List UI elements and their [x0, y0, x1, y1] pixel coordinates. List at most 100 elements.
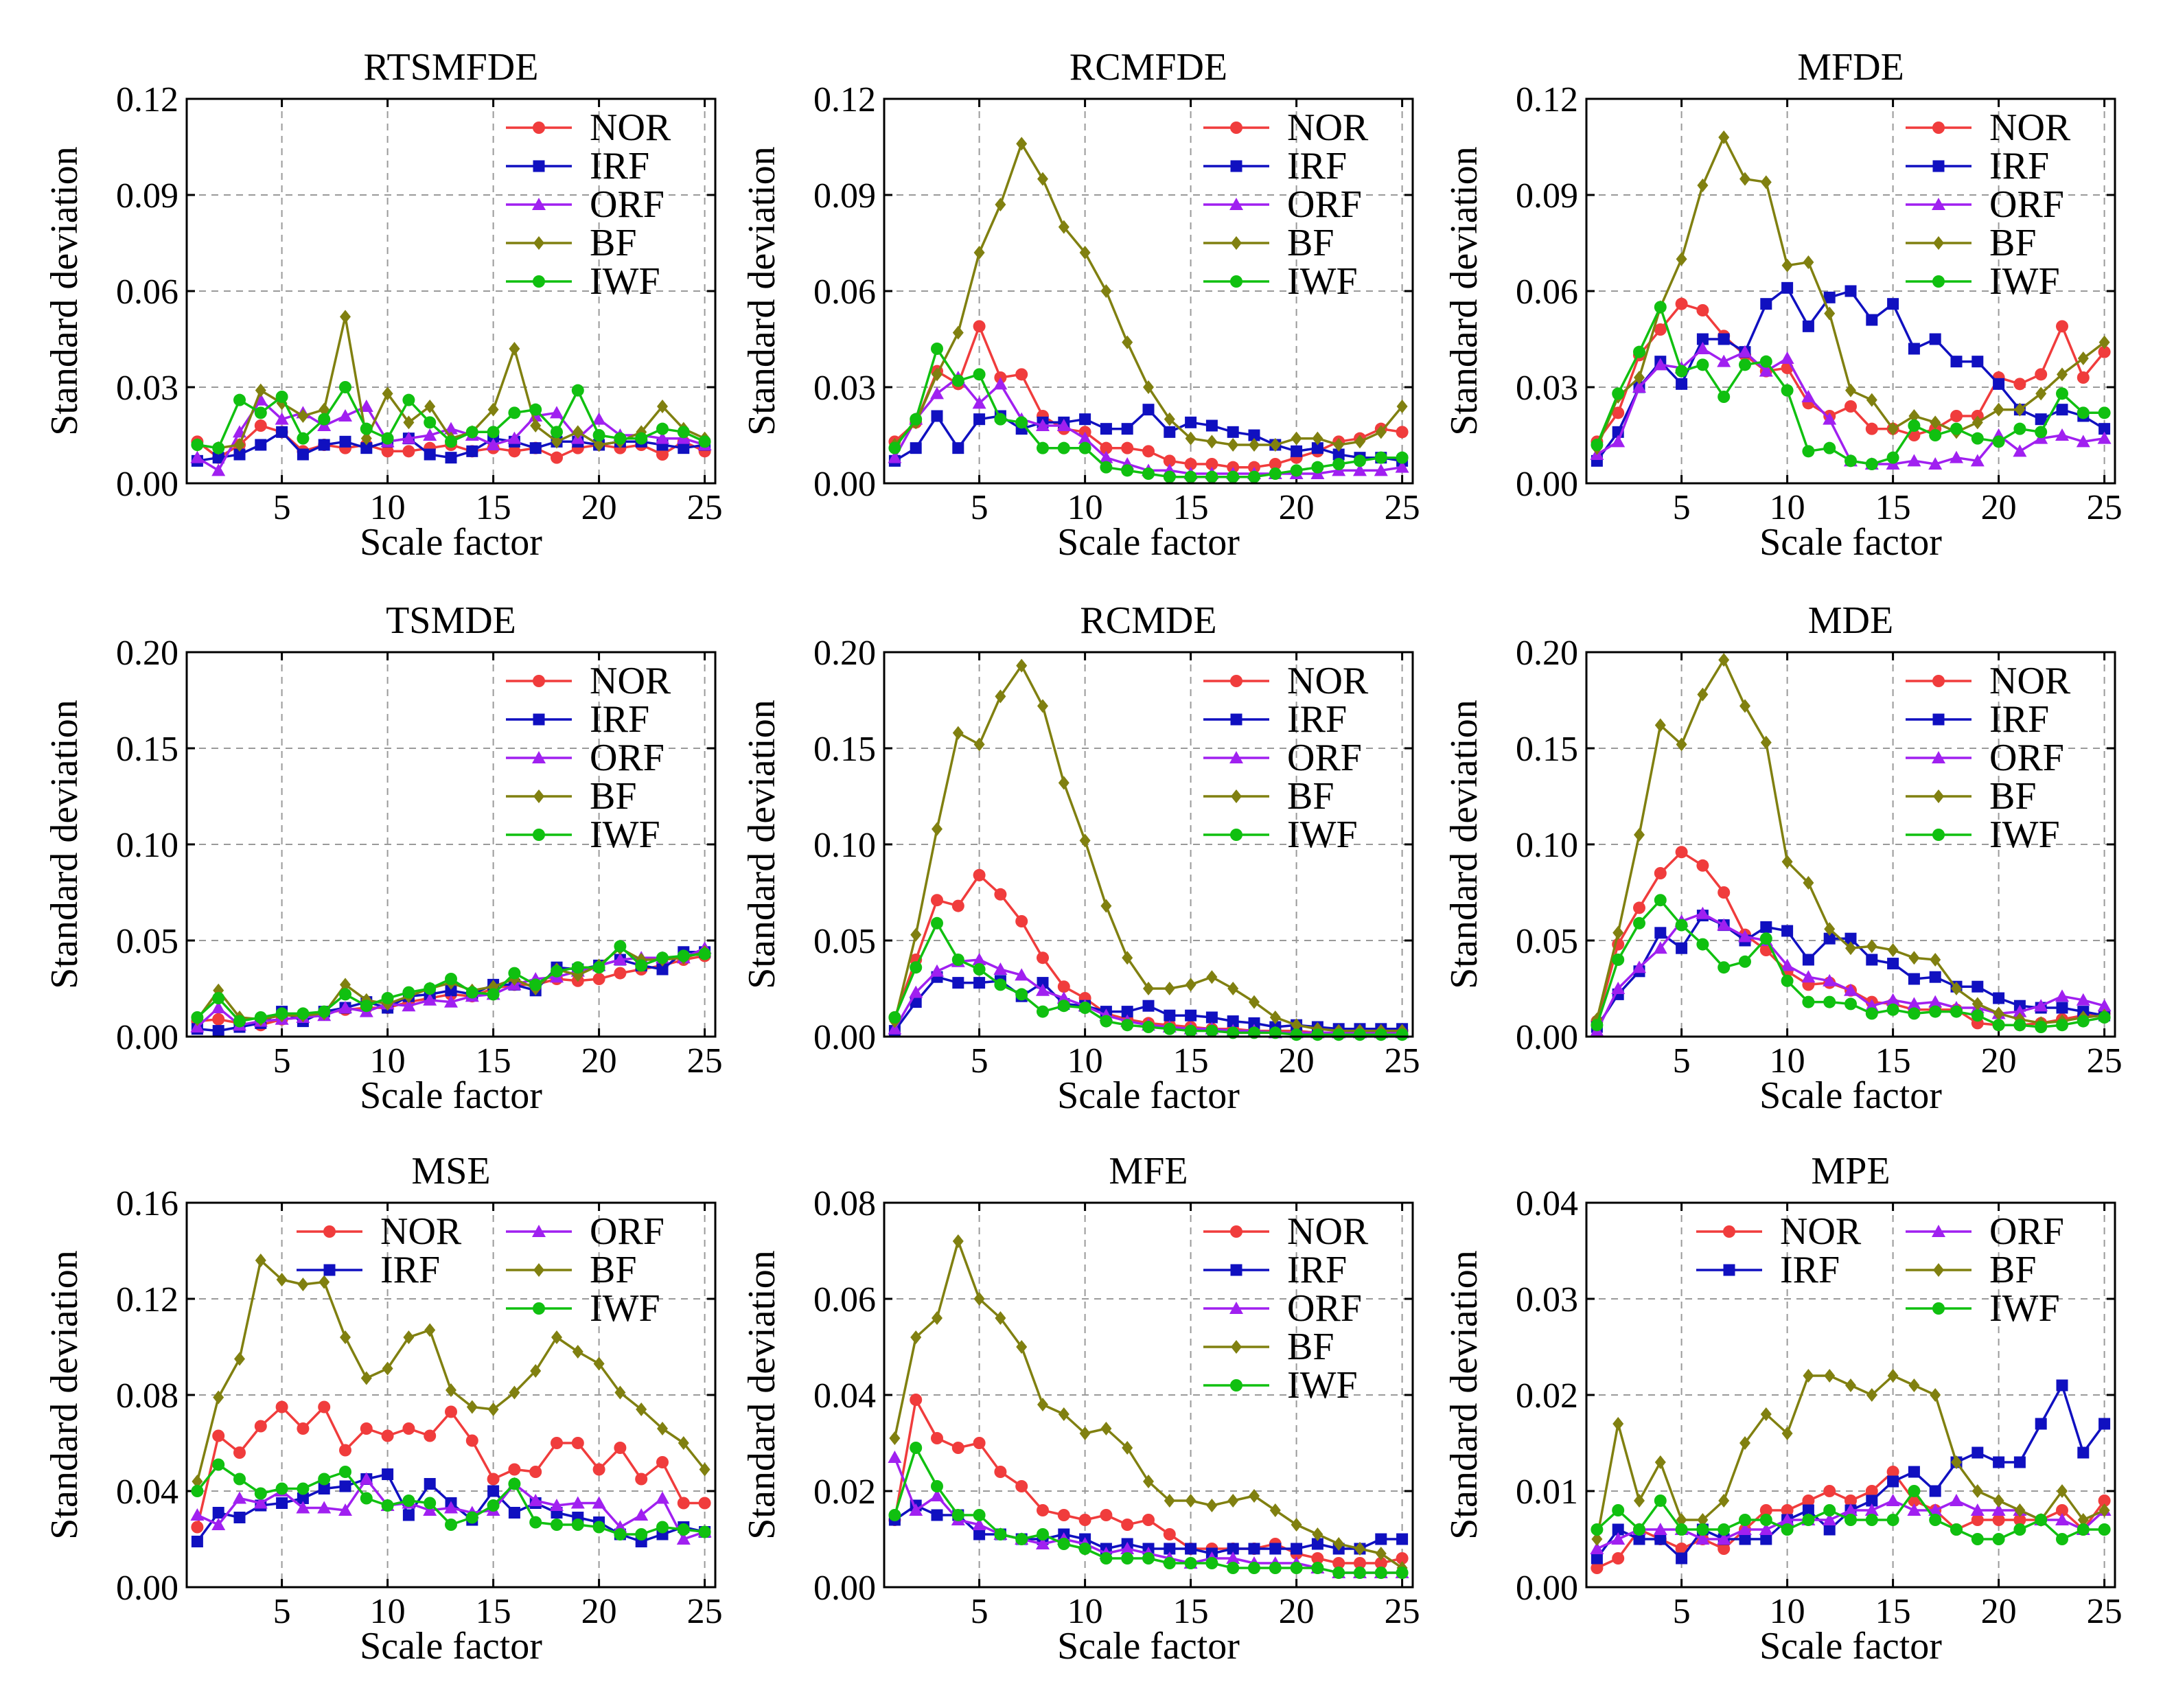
data-point-iwf — [951, 374, 964, 387]
subplot-mde: MDE 5 10 15 20 25 0.00 0.05 0.10 0.15 0.20 Scale fa… — [1443, 599, 2123, 1117]
data-point-irf — [1718, 333, 1730, 345]
data-point-iwf — [508, 967, 521, 980]
data-point-nor — [1142, 445, 1155, 458]
subplot-mpe: MPE 5 10 15 20 25 0.00 0.01 0.02 0.03 0.04 Scale fa… — [1443, 1150, 2123, 1667]
data-point-orf — [1353, 463, 1367, 476]
data-point-iwf — [1718, 1523, 1731, 1536]
x-tick-label: 25 — [2087, 1041, 2123, 1081]
data-point-bf — [1887, 422, 1899, 436]
data-point-iwf — [1311, 1028, 1324, 1041]
data-point-irf — [1993, 992, 2005, 1004]
data-point-iwf — [275, 1482, 288, 1495]
x-tick-label: 20 — [1981, 1041, 2017, 1081]
data-point-orf — [1823, 1513, 1837, 1525]
data-point-iwf — [1332, 1567, 1345, 1579]
data-point-iwf — [1332, 458, 1345, 470]
data-point-iwf — [592, 1521, 605, 1534]
data-point-bf — [973, 737, 985, 752]
data-point-iwf — [1992, 435, 2005, 448]
data-point-nor — [402, 1422, 415, 1435]
data-point-iwf — [1269, 468, 1282, 480]
data-point-orf — [1780, 1513, 1794, 1525]
data-point-bf — [1654, 718, 1666, 732]
data-point-irf — [1205, 1011, 1218, 1024]
data-point-irf — [445, 984, 457, 997]
data-point-bf — [1291, 431, 1302, 446]
legend-marker-bf — [1231, 789, 1242, 803]
data-point-iwf — [656, 1521, 669, 1534]
data-point-nor — [1374, 1557, 1387, 1569]
data-point-orf — [190, 1020, 205, 1032]
data-point-orf — [211, 463, 226, 476]
data-point-bf — [1971, 415, 1983, 430]
x-tick-label: 20 — [1981, 488, 2017, 527]
data-point-bf — [952, 1234, 964, 1248]
data-point-iwf — [2035, 1514, 2048, 1526]
data-point-iwf — [698, 435, 711, 448]
y-tick-label: 0.02 — [813, 1473, 876, 1512]
data-point-bf — [910, 1330, 922, 1344]
data-point-bf — [2098, 1503, 2110, 1517]
data-point-orf — [1970, 1503, 1985, 1516]
data-point-iwf — [1675, 919, 1688, 932]
legend-marker-orf — [1932, 1225, 1945, 1237]
data-point-bf — [360, 431, 372, 446]
x-axis-label: Scale factor — [1759, 1625, 1942, 1667]
data-point-bf — [1781, 1427, 1793, 1440]
data-point-orf — [1907, 1503, 1921, 1516]
data-point-bf — [1079, 1427, 1091, 1440]
data-point-orf — [1759, 1523, 1773, 1535]
data-point-irf — [1929, 1485, 1941, 1497]
data-point-iwf — [1163, 1557, 1176, 1569]
data-point-irf — [529, 442, 542, 454]
data-point-iwf — [614, 1528, 627, 1540]
data-point-nor — [1802, 1494, 1815, 1507]
data-point-irf — [466, 445, 478, 457]
data-point-bf — [1930, 953, 1941, 967]
data-point-iwf — [360, 1000, 373, 1013]
data-point-orf — [1928, 1503, 1943, 1516]
data-point-bf — [1612, 1417, 1624, 1431]
data-point-irf — [1676, 942, 1688, 954]
data-point-bf — [276, 1273, 288, 1286]
data-point-iwf — [1886, 451, 1899, 464]
legend-label-irf: IRF — [1287, 1249, 1347, 1291]
data-point-bf — [1676, 737, 1687, 752]
data-point-irf — [1269, 1543, 1282, 1555]
y-axis-label: Standard deviation — [1443, 700, 1485, 989]
data-point-iwf — [1591, 1019, 1604, 1032]
y-tick-label: 0.00 — [813, 1018, 876, 1057]
plot-frame — [1585, 651, 2116, 1038]
data-point-nor — [1037, 1504, 1049, 1516]
data-point-orf — [1823, 973, 1837, 986]
x-tick-label: 5 — [273, 488, 291, 527]
x-tick-label: 20 — [1279, 1592, 1315, 1631]
data-point-orf — [1907, 454, 1921, 467]
data-point-iwf — [994, 978, 1007, 991]
series-line-irf — [1595, 1384, 2106, 1560]
data-point-bf — [1185, 431, 1196, 446]
y-tick-label: 0.00 — [1516, 1569, 1578, 1608]
data-point-irf — [318, 439, 330, 451]
data-point-orf — [1738, 930, 1752, 943]
data-point-bf — [995, 198, 1006, 211]
data-point-nor — [1696, 859, 1709, 872]
data-point-bf — [1227, 438, 1239, 452]
data-point-bf — [614, 1385, 626, 1400]
data-point-irf — [1633, 1533, 1645, 1545]
data-point-bf — [910, 927, 922, 942]
y-tick-label: 0.04 — [116, 1473, 178, 1512]
data-point-iwf — [910, 961, 923, 974]
y-tick-label: 0.02 — [1516, 1376, 1578, 1416]
x-tick-label: 10 — [1770, 488, 1805, 527]
data-point-bf — [234, 438, 245, 452]
data-point-irf — [1760, 921, 1772, 933]
data-point-irf — [1908, 343, 1920, 355]
data-point-iwf — [1781, 1523, 1794, 1536]
data-point-nor — [656, 1456, 669, 1468]
data-point-bf — [593, 438, 605, 452]
data-point-bf — [1143, 1475, 1154, 1488]
data-point-iwf — [1845, 1514, 1857, 1526]
x-tick-label: 25 — [2087, 1592, 2123, 1631]
x-tick-label: 15 — [476, 488, 511, 527]
